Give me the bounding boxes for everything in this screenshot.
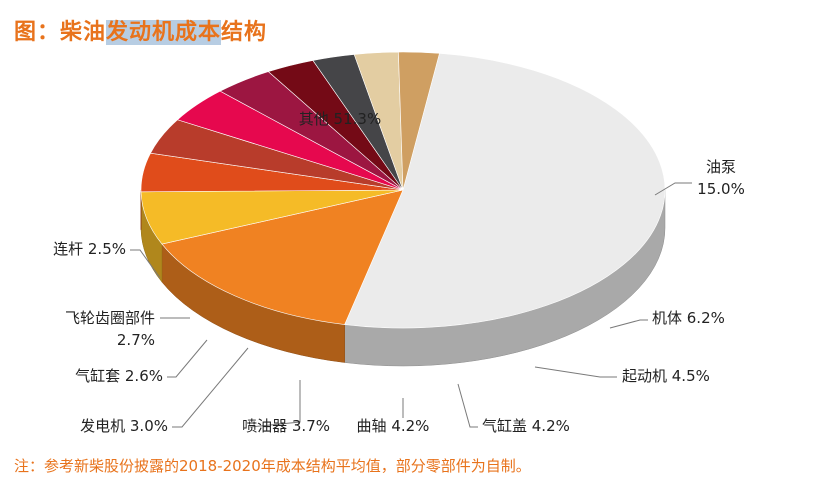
- footnote: 注：参考新柴股份披露的2018-2020年成本结构平均值，部分零部件为自制。: [14, 457, 531, 475]
- data-label-发电机: 发电机 3.0%: [80, 417, 168, 435]
- title-suffix: 结构: [221, 20, 268, 45]
- chart-title: 图：柴油发动机成本结构: [14, 14, 267, 46]
- title-highlight: 发动机成本: [106, 20, 222, 45]
- pie-slice-油泵: [161, 189, 404, 325]
- leader-line-气缸盖: [457, 383, 478, 428]
- leader-line-起动机: [534, 366, 617, 378]
- data-label-曲轴: 曲轴 4.2%: [357, 417, 430, 435]
- pie-slice-连杆: [398, 51, 440, 191]
- data-label-喷油器: 喷油器 3.7%: [242, 417, 330, 435]
- data-label-机体: 机体 6.2%: [652, 309, 725, 327]
- title-prefix: 图：柴油: [14, 20, 107, 45]
- leader-line-连杆: [130, 249, 161, 279]
- pie-slice-其他: [344, 53, 666, 329]
- data-label-气缸盖: 气缸盖 4.2%: [482, 417, 570, 435]
- data-label-起动机: 起动机 4.5%: [622, 367, 710, 385]
- leader-line-气缸套: [167, 339, 208, 378]
- data-label-油泵: 油泵 15.0%: [697, 158, 745, 198]
- data-label-其他: 其他 51.3%: [299, 110, 381, 128]
- data-label-连杆: 连杆 2.5%: [53, 240, 126, 258]
- pie-top-faces: [140, 51, 666, 329]
- leader-line-油泵: [654, 182, 692, 196]
- leader-line-发电机: [172, 347, 249, 428]
- leader-line-机体: [609, 319, 648, 329]
- pie-labels: 其他 51.3% 油泵 15.0% 机体 6.2% 起动机 4.5% 气缸盖 4.2% 曲轴…: [53, 110, 745, 435]
- data-label-飞轮齿圈部件: 飞轮齿圈部件 2.7%: [65, 309, 155, 349]
- data-label-气缸套: 气缸套 2.6%: [75, 367, 163, 385]
- leader-line-喷油器: [249, 380, 301, 428]
